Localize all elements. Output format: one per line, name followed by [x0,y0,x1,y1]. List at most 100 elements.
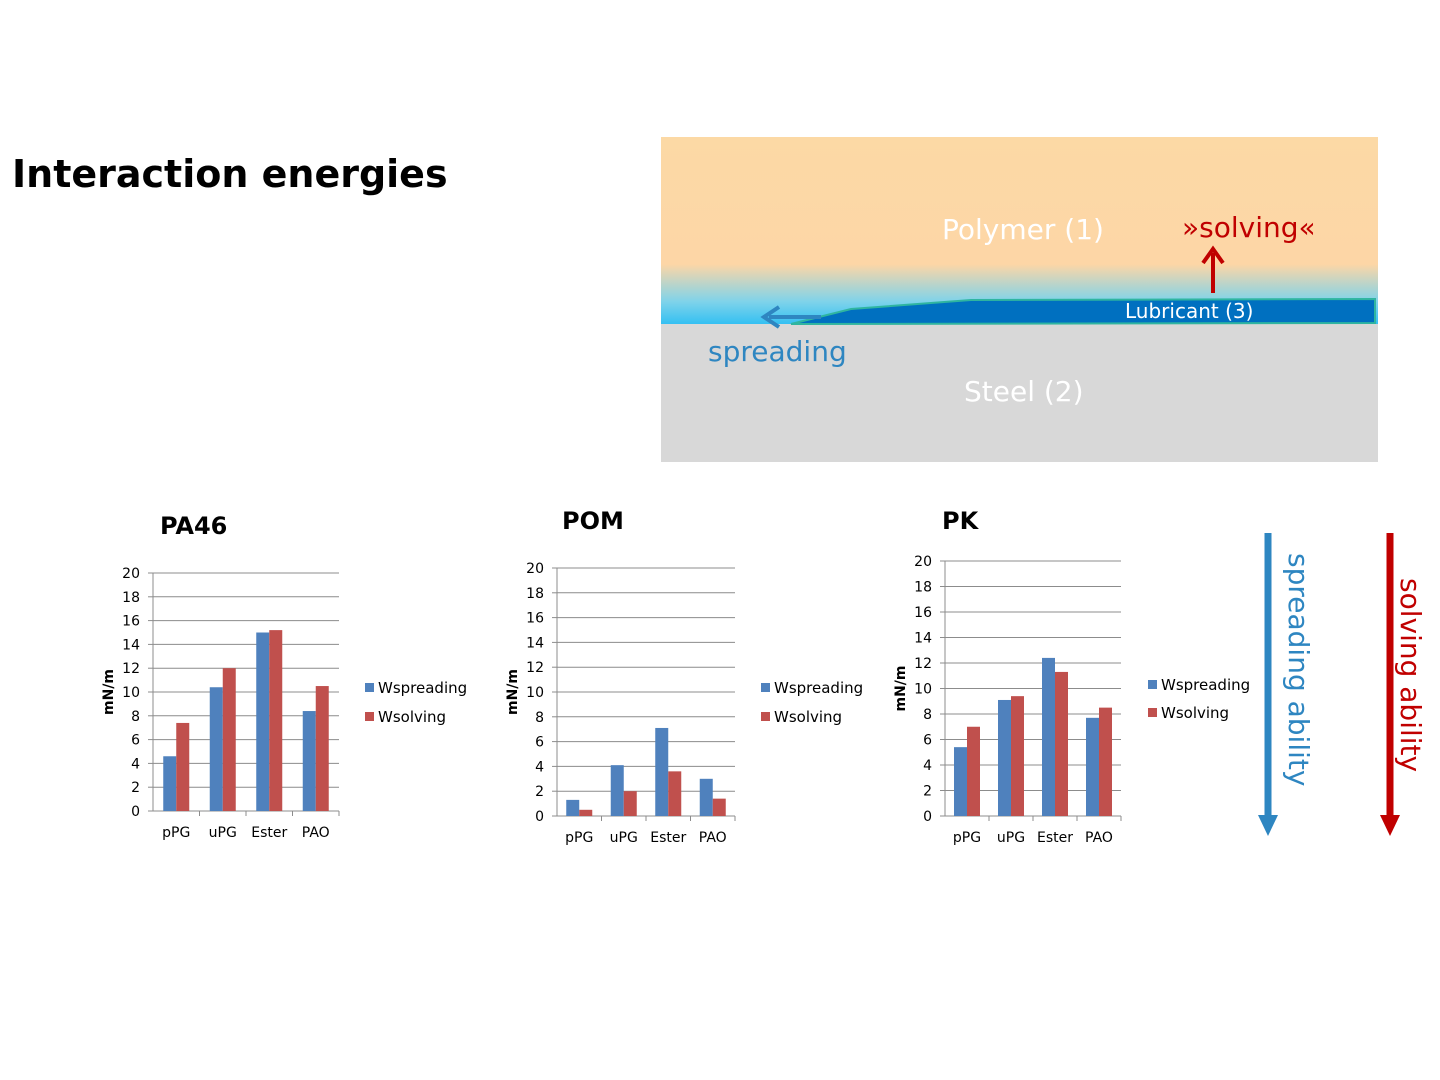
bar-wspreading-pao [1086,717,1099,816]
bar-wspreading-ppg [163,756,177,811]
y-tick-label: 20 [122,566,140,582]
y-tick-label: 20 [914,554,932,570]
y-tick-label: 2 [535,784,544,800]
y-tick-label: 14 [122,637,140,653]
bar-wspreading-upg [209,687,223,811]
bar-wsolving-pao [1099,707,1112,816]
x-tick-label: Ester [251,825,287,841]
y-tick-label: 16 [122,614,140,630]
chart-title-pk: PK [942,507,979,535]
y-tick-label: 6 [923,733,932,749]
y-tick-label: 12 [526,660,544,676]
y-tick-label: 8 [923,707,932,723]
bar-wsolving-ester [269,630,283,811]
y-tick-label: 12 [914,656,932,672]
bar-wsolving-upg [222,668,236,811]
bar-wspreading-ester [655,727,669,816]
y-tick-label: 16 [526,611,544,627]
y-tick-label: 12 [122,661,140,677]
bar-wspreading-pao [699,778,713,816]
steel-label: Steel (2) [964,375,1084,408]
slide-title: Interaction energies [12,152,448,196]
spreading-label: spreading [708,335,847,368]
spreading-arrow-head [760,305,781,329]
y-tick-label: 14 [914,631,932,647]
y-tick-label: 10 [122,685,140,701]
y-tick-label: 20 [526,561,544,577]
spreading-ability-label: spreading ability [1282,553,1315,786]
y-tick-label: 2 [131,780,140,796]
legend-label: Wspreading [378,679,467,697]
lubricant-label: Lubricant (3) [1125,299,1254,323]
lubricant-film [790,297,1376,325]
y-tick-label: 4 [923,758,932,774]
legend-label: Wsolving [774,708,842,726]
x-tick-label: Ester [650,830,686,846]
y-tick-label: 8 [131,709,140,725]
polymer-label: Polymer (1) [942,213,1104,246]
bar-wsolving-ester [1055,671,1068,816]
y-tick-label: 8 [535,710,544,726]
y-tick-label: 4 [131,756,140,772]
chart-title-pa46: PA46 [160,512,228,540]
legend-label: Wsolving [378,708,446,726]
legend-label: Wsolving [1161,704,1229,722]
legend-swatch [1148,680,1157,689]
y-tick-label: 0 [131,804,140,820]
bar-wsolving-upg [1011,696,1024,816]
legend-label: Wspreading [1161,676,1250,694]
y-tick-label: 4 [535,759,544,775]
polymer-layer [661,137,1378,324]
y-tick-label: 0 [923,809,932,825]
legend-swatch [1148,708,1157,717]
legend-swatch [761,712,770,721]
bar-wsolving-pao [315,686,329,811]
y-tick-label: 10 [914,682,932,698]
schematic-drawing [760,245,1376,329]
y-tick-label: 0 [535,809,544,825]
y-axis-label: mN/m [893,665,909,711]
y-tick-label: 10 [526,685,544,701]
bar-wsolving-ester [668,771,682,816]
x-tick-label: PAO [302,825,330,841]
y-tick-label: 18 [526,586,544,602]
x-tick-label: PAO [1085,830,1113,846]
bar-wspreading-upg [998,699,1011,816]
bar-wsolving-pao [712,798,726,816]
y-tick-label: 18 [914,580,932,596]
bar-wsolving-upg [623,791,637,816]
solving-ability-arrow-head [1380,815,1400,836]
x-tick-label: uPG [209,825,237,841]
y-tick-label: 14 [526,635,544,651]
y-tick-label: 6 [535,735,544,751]
bar-wspreading-pao [302,711,316,811]
x-tick-label: pPG [565,830,593,846]
bar-wspreading-ester [1042,657,1055,816]
legend-swatch [365,712,374,721]
y-axis-label: mN/m [101,669,117,715]
chart-title-pom: POM [562,507,624,535]
y-tick-label: 6 [131,733,140,749]
x-tick-label: uPG [610,830,638,846]
y-tick-label: 16 [914,605,932,621]
steel-layer [661,324,1378,462]
bar-wsolving-ppg [176,722,190,811]
x-tick-label: pPG [953,830,981,846]
bar-wsolving-ppg [967,726,980,816]
solving-label: »solving« [1182,211,1316,244]
x-tick-label: pPG [162,825,190,841]
solving-arrow-head [1201,245,1225,265]
legend-swatch [365,683,374,692]
interface-schematic: Polymer (1) »solving« Lubricant (3) spre… [661,137,1378,462]
x-tick-label: Ester [1037,830,1073,846]
spreading-ability-arrow-head [1258,815,1278,836]
legend-label: Wspreading [774,679,863,697]
bar-wspreading-ester [256,632,270,811]
bar-wspreading-ppg [566,799,580,816]
bar-wspreading-ppg [954,747,967,816]
bar-wspreading-upg [610,765,624,816]
y-tick-label: 18 [122,590,140,606]
x-tick-label: uPG [997,830,1025,846]
